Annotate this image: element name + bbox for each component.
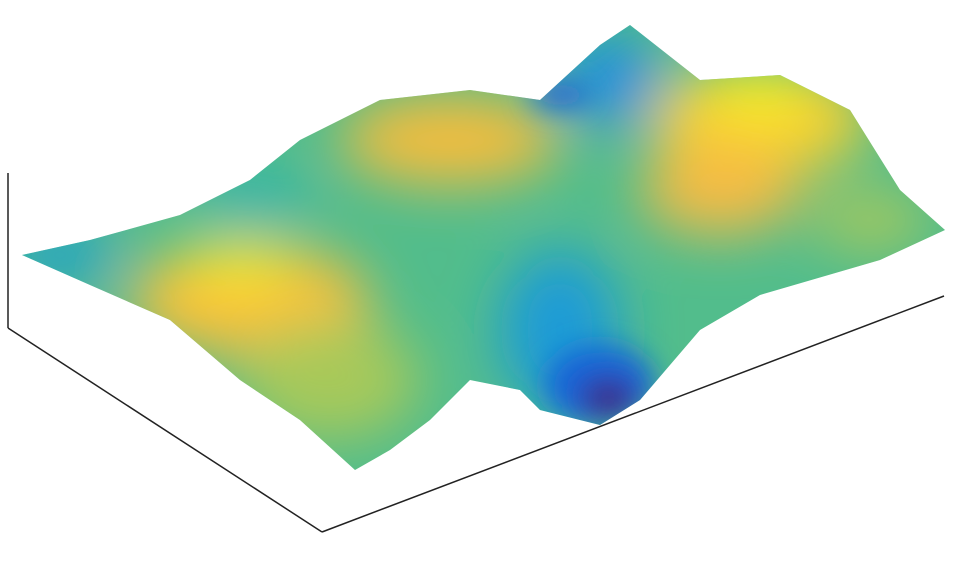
- axis-line: [7, 327, 323, 533]
- axis-line: [321, 295, 945, 533]
